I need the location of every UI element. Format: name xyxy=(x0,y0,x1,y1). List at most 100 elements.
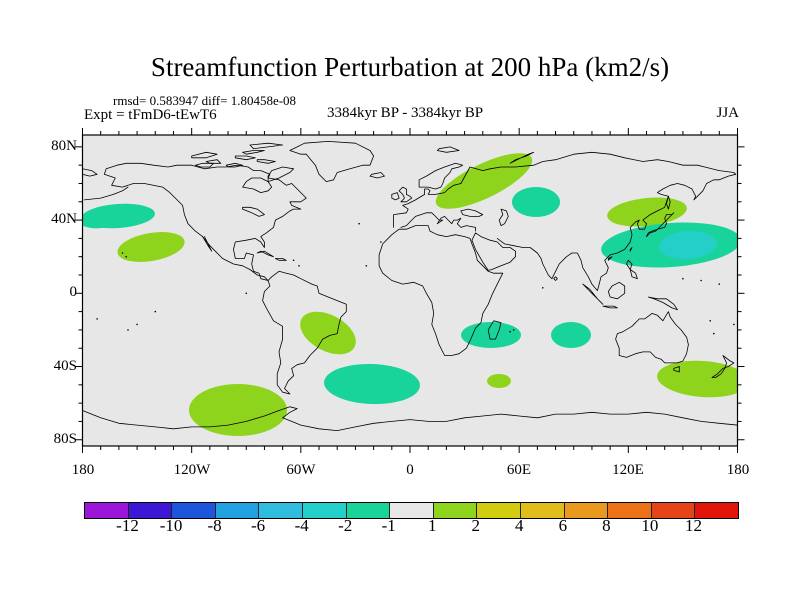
colorbar-tick-label: 1 xyxy=(428,516,437,535)
stats-line: rmsd= 0.583947 diff= 1.80458e-08 xyxy=(113,93,297,108)
anomaly-blob xyxy=(324,363,420,405)
lat-tick-label: 40N xyxy=(51,211,77,227)
island-dot xyxy=(245,292,248,295)
coastline xyxy=(202,236,213,252)
colorbar-tick-label: -4 xyxy=(294,516,309,535)
island-dot xyxy=(125,255,127,258)
lon-tick-label: 120W xyxy=(173,462,211,478)
coastline xyxy=(400,212,476,232)
anomaly-blob xyxy=(300,311,356,355)
coastline xyxy=(647,296,678,311)
coastline xyxy=(673,366,680,373)
coastline xyxy=(496,173,737,291)
coastline xyxy=(83,406,737,431)
colorbar-segment xyxy=(346,503,391,518)
coastline xyxy=(205,159,222,164)
colorbar-segment xyxy=(128,503,173,518)
coastline xyxy=(275,258,287,261)
lon-tick-label: 60E xyxy=(506,462,532,478)
coastline xyxy=(83,186,129,201)
coastline xyxy=(498,208,509,226)
coastline xyxy=(615,311,689,364)
anomaly-blob xyxy=(83,215,108,229)
colorbar-tick-label: 4 xyxy=(515,516,524,535)
colorbar-segment xyxy=(390,503,434,518)
lat-tick-label: 0 xyxy=(69,284,78,300)
coastline xyxy=(646,212,675,237)
coastline xyxy=(553,276,558,281)
island-dot xyxy=(121,252,124,254)
island-dot xyxy=(509,330,511,333)
small-islands xyxy=(96,222,735,335)
colorbar-segment xyxy=(520,503,565,518)
coastline xyxy=(234,155,256,161)
island-dot xyxy=(733,323,735,326)
map-background xyxy=(82,135,738,446)
axis-ticks xyxy=(75,128,745,453)
coastline xyxy=(666,195,671,210)
colorbar-segment xyxy=(608,503,652,518)
anomaly-blob xyxy=(659,230,717,260)
island-dot xyxy=(718,283,721,285)
coastline xyxy=(378,225,504,356)
island-dot xyxy=(542,287,544,289)
colorbar-tick-label: -10 xyxy=(159,516,183,535)
coastline xyxy=(103,162,307,281)
island-dot xyxy=(127,329,129,331)
lon-tick-label: 180 xyxy=(71,462,95,478)
coastline xyxy=(83,168,98,177)
island-dot xyxy=(709,320,711,322)
coastline xyxy=(289,141,374,182)
coastline xyxy=(242,206,265,217)
coastline xyxy=(582,283,604,305)
plot-title: Streamfunction Perturbation at 200 hPa (… xyxy=(150,52,670,82)
coastline xyxy=(398,186,413,203)
anomaly-blob xyxy=(189,384,287,436)
coastline xyxy=(602,305,618,309)
coastlines xyxy=(83,141,737,431)
coastline xyxy=(393,183,462,228)
island-dot xyxy=(365,265,368,267)
colorbar-tick-label: 12 xyxy=(685,516,702,535)
coastline xyxy=(249,142,283,150)
anomaly-blob xyxy=(487,374,511,388)
coastline xyxy=(369,172,385,179)
island-dot xyxy=(136,323,138,326)
coastline xyxy=(487,320,502,340)
island-dot xyxy=(682,277,684,280)
colorbar xyxy=(84,502,739,519)
coastline xyxy=(242,150,265,155)
coastline xyxy=(267,166,294,182)
colorbar-segment xyxy=(477,503,521,518)
colorbar-segment xyxy=(172,503,216,518)
coastline xyxy=(194,162,214,168)
colorbar-segment xyxy=(651,503,696,518)
colorbar-segment xyxy=(695,503,738,518)
coastline xyxy=(191,151,218,159)
period-label: 3384kyr BP - 3384kyr BP xyxy=(326,105,484,121)
colorbar-tick-label: -8 xyxy=(207,516,222,535)
colorbar-tick-label: 10 xyxy=(641,516,659,535)
coastline xyxy=(509,151,535,164)
experiment-label: Expt = tFmD6-tEwT6 xyxy=(84,107,217,123)
colorbar-tick-label: -1 xyxy=(381,516,396,535)
colorbar-segment xyxy=(259,503,303,518)
coastline xyxy=(256,159,276,164)
coastline xyxy=(471,232,516,271)
colorbar-tick-label: -2 xyxy=(338,516,353,535)
coastline xyxy=(607,256,613,261)
season-label: JJA xyxy=(716,105,739,121)
coastline xyxy=(418,162,464,190)
coastline xyxy=(391,192,400,201)
island-dot xyxy=(358,222,360,225)
coastline xyxy=(242,177,273,193)
coastline xyxy=(256,250,274,258)
lon-tick-label: 60W xyxy=(286,462,316,478)
island-dot xyxy=(292,259,295,262)
island-dot xyxy=(512,329,515,331)
island-dot xyxy=(380,241,382,243)
lat-tick-label: 80N xyxy=(51,138,77,154)
coastline xyxy=(262,270,347,395)
coastline xyxy=(460,151,737,184)
